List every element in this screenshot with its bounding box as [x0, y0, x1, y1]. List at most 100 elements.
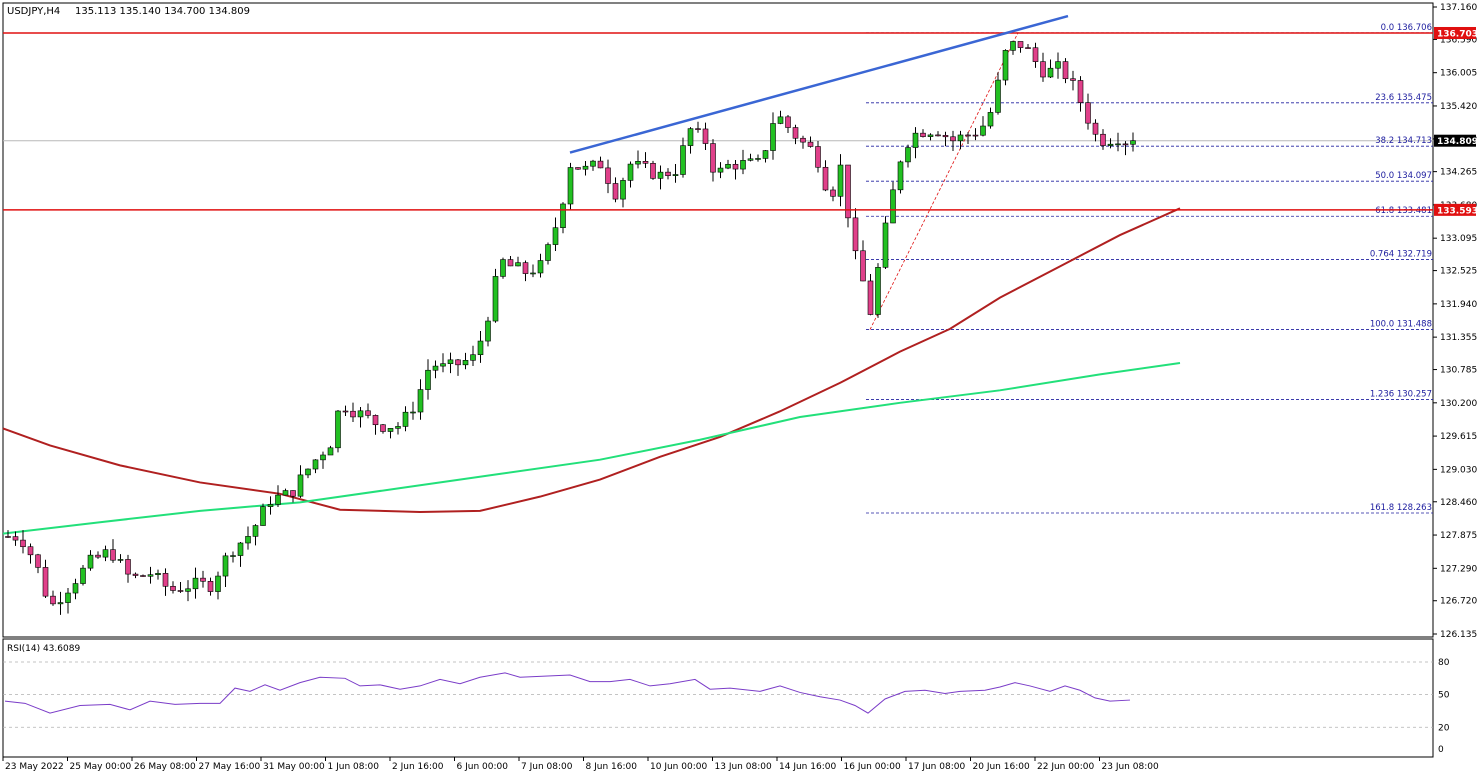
- fib-level-label: 23.6 135.475: [1375, 93, 1432, 103]
- price-tick-label: 126.720: [1440, 597, 1477, 607]
- candle-bear: [455, 359, 461, 366]
- fib-swing-line: [869, 32, 1019, 330]
- candle-bull: [447, 359, 454, 364]
- candle-bear: [1025, 47, 1031, 49]
- candle-bull: [770, 123, 776, 151]
- rsi-label: RSI(14) 43.6089: [7, 644, 80, 654]
- candle-bull: [537, 260, 544, 274]
- candle-bull: [102, 549, 109, 558]
- price-tick-label: 131.355: [1440, 333, 1477, 343]
- candle-bear: [290, 490, 296, 497]
- symbol-label: USDJPY,H4: [7, 6, 60, 17]
- candle-bear: [935, 134, 941, 137]
- candle-bull: [192, 577, 199, 590]
- price-tick-label: 135.420: [1440, 102, 1477, 112]
- candle-bear: [665, 171, 671, 176]
- candle-bull: [1115, 143, 1121, 146]
- candle-bull: [905, 147, 911, 163]
- candle-bear: [12, 536, 19, 541]
- candle-bear: [822, 166, 829, 191]
- candle-bull: [252, 525, 259, 537]
- candle-bear: [650, 163, 656, 179]
- moving-averages: [2, 207, 1181, 535]
- candle-bull: [215, 575, 221, 592]
- candle-bull: [627, 163, 634, 181]
- candle-bull: [282, 490, 289, 496]
- candle-bear: [612, 183, 619, 200]
- candle-bear: [732, 163, 739, 170]
- candle-bull: [552, 227, 559, 245]
- time-tick-label: 26 May 08:00: [134, 762, 196, 772]
- candle-bull: [402, 411, 409, 427]
- candle-bull: [995, 79, 1001, 113]
- candle-bear: [132, 573, 139, 576]
- candle-bear: [140, 575, 146, 577]
- candle-bull: [837, 164, 844, 197]
- drawn-lines: [3, 14, 1433, 211]
- candle-bull: [927, 134, 934, 137]
- candle-bull: [882, 222, 889, 268]
- candle-bull: [1130, 140, 1136, 145]
- candle-bull: [875, 267, 881, 315]
- candle-bull: [912, 132, 919, 148]
- time-tick-label: 17 Jun 08:00: [908, 762, 965, 772]
- price-tag-label: 136.703: [1437, 29, 1478, 39]
- price-tick-label: 133.095: [1440, 234, 1477, 244]
- candle-bull: [357, 410, 364, 418]
- candle-bull: [545, 244, 551, 261]
- time-tick-label: 2 Jun 16:00: [392, 762, 444, 772]
- price-tick-label: 136.590: [1440, 35, 1477, 45]
- candle-bear: [800, 137, 806, 143]
- candle-bull: [87, 554, 94, 569]
- time-tick-label: 16 Jun 00:00: [844, 762, 901, 772]
- fib-level-label: 38.2 134.713: [1375, 136, 1432, 146]
- candle-bull: [567, 167, 574, 205]
- rsi-pane-frame: [2, 638, 1434, 758]
- candle-bull: [987, 112, 994, 127]
- candle-bear: [1092, 122, 1099, 135]
- candle-bull: [680, 145, 686, 175]
- price-tag-bg: [1434, 134, 1476, 147]
- price-tick-label: 130.785: [1440, 366, 1477, 376]
- candle-bear: [207, 580, 214, 592]
- trend-line: [569, 14, 1069, 154]
- candle-bear: [792, 127, 799, 139]
- time-tick-label: 22 Jun 00:00: [1037, 762, 1094, 772]
- candle-bull: [492, 276, 499, 322]
- candle-bear: [605, 167, 611, 184]
- price-tag-label: 134.809: [1437, 137, 1478, 147]
- candle-bear: [162, 573, 169, 587]
- candle-bull: [672, 174, 679, 176]
- candle-bull: [80, 567, 86, 584]
- candle-bull: [432, 365, 439, 371]
- candle-bear: [5, 536, 11, 538]
- candle-bull: [620, 180, 626, 200]
- candle-bull: [1002, 50, 1009, 81]
- candle-bear: [342, 410, 349, 413]
- candle-bull: [410, 411, 416, 414]
- candle-bull: [57, 602, 64, 605]
- candle-bull: [440, 363, 446, 367]
- candle-bear: [42, 567, 49, 597]
- fib-level-label: 50.0 134.097: [1375, 171, 1432, 181]
- time-tick-label: 25 May 00:00: [70, 762, 132, 772]
- candle-bear: [845, 164, 851, 219]
- time-tick-label: 23 Jun 08:00: [1102, 762, 1159, 772]
- candle-bear: [702, 128, 709, 144]
- fib-level-label: 0.764 132.719: [1370, 250, 1432, 260]
- candle-bull: [485, 320, 491, 342]
- fib-level-label: 100.0 131.488: [1370, 320, 1432, 330]
- time-tick-label: 1 Jun 08:00: [328, 762, 380, 772]
- price-tick-label: 129.030: [1440, 465, 1477, 475]
- candle-bear: [125, 559, 131, 575]
- candle-bull: [155, 573, 161, 575]
- candle-bear: [522, 262, 529, 274]
- rsi-tick-label: 20: [1438, 723, 1450, 733]
- candle-bull: [320, 454, 326, 461]
- candle-bull: [417, 389, 424, 413]
- price-tick-label: 137.160: [1440, 3, 1477, 13]
- candle-bull: [1047, 67, 1054, 78]
- candle-bull: [687, 128, 694, 146]
